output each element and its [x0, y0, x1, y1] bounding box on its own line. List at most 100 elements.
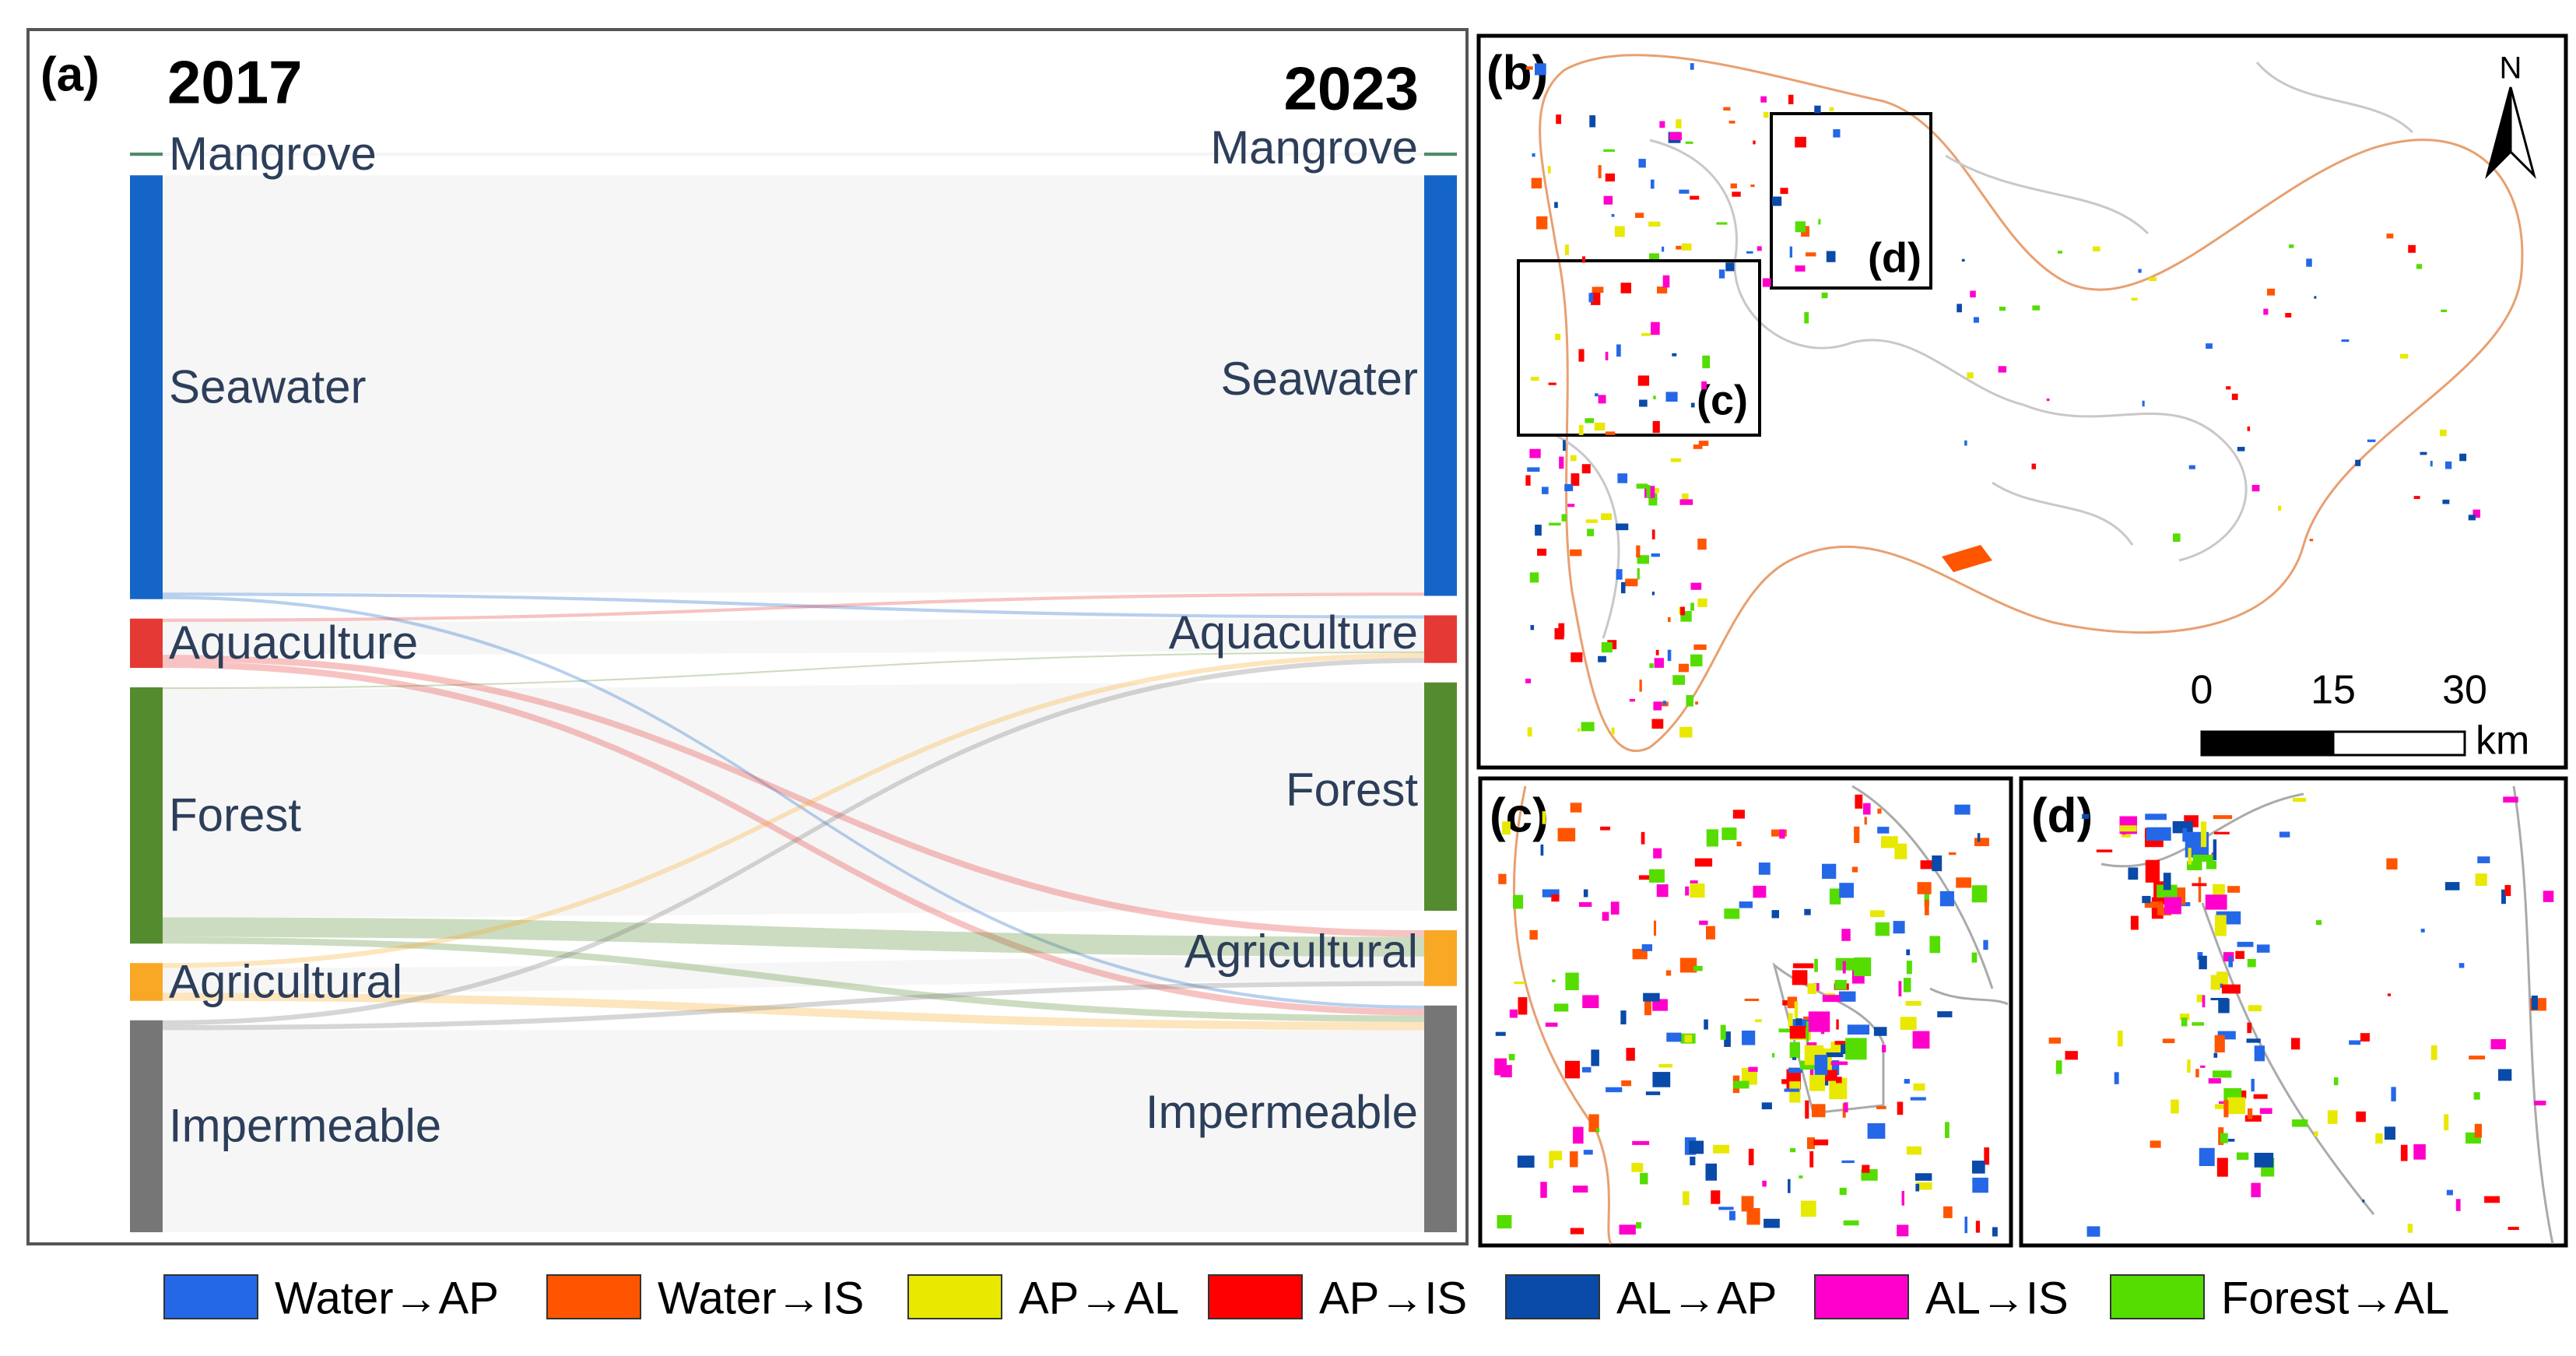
map-patch — [1733, 1080, 1750, 1089]
map-patch — [1658, 1063, 1673, 1068]
map-patch — [2360, 1033, 2370, 1042]
map-patch — [2214, 915, 2227, 936]
map-patch — [1813, 1139, 1829, 1146]
map-patch — [2057, 251, 2063, 254]
map-patch — [1563, 440, 1566, 451]
map-patch — [1621, 1080, 1632, 1087]
map-patch — [2484, 1196, 2501, 1203]
map-patch — [2237, 447, 2245, 451]
map-patch — [2196, 994, 2203, 1003]
map-patch — [2247, 1022, 2252, 1034]
map-patch — [1698, 441, 1709, 446]
map-patch — [1653, 848, 1662, 859]
map-patch — [1829, 888, 1841, 905]
flow — [163, 592, 1424, 619]
map-patch — [1530, 624, 1535, 631]
map-patch — [2420, 929, 2425, 933]
map-patch — [2182, 827, 2188, 842]
map-patch — [1725, 262, 1735, 272]
map-patch — [2131, 297, 2138, 301]
map-patch — [1583, 889, 1588, 898]
map-patch — [1605, 173, 1616, 182]
node-label: Aquaculture — [1169, 606, 1418, 659]
map-patch — [1547, 166, 1551, 174]
map-patch — [1557, 827, 1576, 841]
map-patch — [1822, 995, 1841, 1003]
scale-tick-label: 30 — [2442, 668, 2487, 713]
map-patch — [2375, 1133, 2383, 1144]
map-patch — [2130, 915, 2139, 930]
map-patch — [2192, 854, 2214, 862]
scale-tick-label: 15 — [2311, 668, 2356, 713]
map-patch — [1686, 694, 1693, 707]
scale-bar: 0 15 30 km — [2191, 668, 2530, 764]
map-patch — [1893, 921, 1905, 934]
map-patch — [2407, 1224, 2413, 1233]
map-patch — [1778, 1028, 1792, 1033]
legend: Water→AP Water→IS AP→AL AP→IS AL→AP AL→IS Fore… — [163, 1273, 2449, 1323]
map-patch — [1570, 455, 1577, 462]
flow — [163, 956, 1424, 993]
map-patch — [2386, 234, 2394, 239]
map-patch — [1578, 901, 1592, 907]
map-patch — [1665, 970, 1672, 976]
map-patch — [1625, 578, 1638, 587]
map-patch — [1863, 803, 1871, 815]
map-patch — [1536, 216, 1548, 230]
map-patch — [1542, 487, 1549, 494]
flow — [163, 992, 1424, 1031]
map-patch — [2309, 539, 2314, 542]
map-patch — [1915, 1182, 1932, 1190]
map-patch — [2032, 305, 2041, 311]
map-patch — [1639, 680, 1642, 692]
map-patch — [1851, 866, 1858, 873]
map-patch — [1821, 292, 1828, 299]
map-patch — [1788, 1013, 1793, 1028]
map-patch — [2391, 1087, 2396, 1101]
map-patch — [2290, 1038, 2301, 1050]
map-patch — [1728, 121, 1735, 124]
map-patch — [1525, 475, 1531, 486]
map-patch — [1616, 344, 1621, 357]
map-patch — [2055, 1060, 2062, 1074]
map-patch — [1587, 529, 1594, 536]
legend-swatch — [546, 1274, 641, 1319]
map-patch — [1651, 321, 1660, 335]
map-patch — [1611, 214, 1615, 217]
map-patch — [1598, 655, 1606, 662]
map-patch — [2253, 1094, 2268, 1099]
map-patch — [1834, 1041, 1845, 1045]
map-patch — [1697, 598, 1707, 607]
legend-swatch — [1814, 1274, 1909, 1319]
map-patch — [1616, 523, 1629, 531]
map-patch — [2503, 796, 2518, 803]
map-patch — [1814, 1055, 1828, 1076]
map-patch — [1706, 926, 1715, 940]
map-patch — [2246, 1038, 2261, 1043]
map-patch — [2228, 956, 2233, 968]
map-patch — [1764, 1218, 1780, 1228]
map-patch — [1638, 875, 1653, 880]
map-patch — [1662, 246, 1665, 252]
map-patch — [1705, 1163, 1718, 1181]
map-patch — [1813, 982, 1820, 991]
map-patch — [1693, 965, 1703, 971]
map-patch — [1739, 901, 1753, 908]
map-patch — [1845, 1042, 1860, 1047]
map-patch — [1760, 96, 1767, 103]
map-patch — [1558, 623, 1565, 637]
map-patch — [2490, 1038, 2506, 1049]
map-patch — [1690, 1156, 1696, 1165]
map-patch — [1702, 355, 1711, 369]
map-patch — [1636, 1222, 1642, 1229]
map-patch — [2117, 1030, 2123, 1047]
map-patch — [1748, 1066, 1758, 1072]
map-patch — [1913, 1083, 1925, 1091]
map-patch — [2315, 920, 2322, 926]
node-label: Agricultural — [1184, 926, 1418, 978]
map-patch — [2430, 1045, 2437, 1060]
map-patch — [1637, 375, 1650, 386]
map-patch — [1877, 808, 1882, 814]
panel-label: (a) — [40, 47, 100, 101]
map-patch — [1838, 991, 1856, 1002]
